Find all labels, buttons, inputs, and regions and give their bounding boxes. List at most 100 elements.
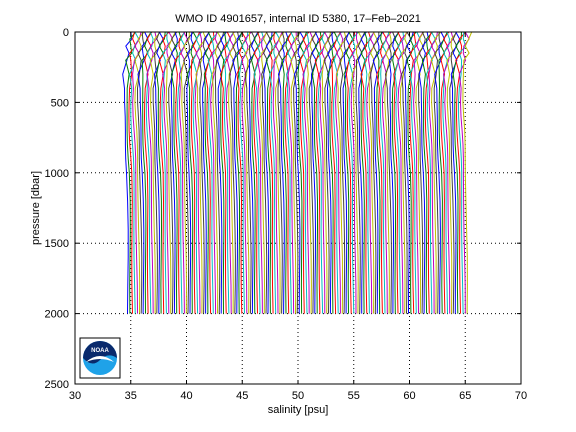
profile-line <box>376 31 388 314</box>
profile-line <box>293 31 302 314</box>
x-tick-label: 60 <box>403 390 415 402</box>
profile-line <box>284 31 293 314</box>
profile-line <box>350 31 359 314</box>
profile-line <box>384 31 392 314</box>
profile-line <box>125 31 137 314</box>
profile-line <box>327 31 339 314</box>
profile-line <box>301 31 310 314</box>
profile-line <box>277 31 289 314</box>
profile-line <box>214 31 225 314</box>
profile-line <box>162 31 174 314</box>
profile-line <box>136 31 145 314</box>
profile-line <box>287 31 298 314</box>
profile-line <box>302 31 314 314</box>
y-tick-label: 2500 <box>45 379 69 391</box>
profile-line <box>430 31 442 314</box>
profile-line <box>235 31 244 314</box>
profile-line <box>418 31 426 314</box>
profile-line <box>339 31 351 314</box>
x-tick-label: 40 <box>180 390 192 402</box>
profile-line <box>317 31 326 314</box>
y-tick-label: 0 <box>63 27 69 39</box>
profile-line <box>177 31 186 314</box>
profile-line <box>265 31 277 314</box>
profile-line <box>409 31 417 314</box>
profile-line <box>368 31 378 314</box>
profile-line <box>425 31 436 314</box>
profile-line <box>428 31 438 314</box>
chart-title: WMO ID 4901657, internal ID 5380, 17–Feb… <box>175 13 421 25</box>
profile-line <box>210 31 219 314</box>
x-tick-label: 55 <box>348 390 360 402</box>
profile-line <box>238 31 249 314</box>
profile-line <box>261 31 271 314</box>
profile-line <box>145 31 154 314</box>
x-tick-label: 65 <box>459 390 471 402</box>
x-axis-label: salinity [psu] <box>268 404 329 416</box>
logo-gull-icon <box>86 356 114 362</box>
profile-line <box>462 31 473 314</box>
profile-line <box>204 31 215 314</box>
profile-line <box>219 31 228 314</box>
profile-line <box>259 31 268 314</box>
profile-line <box>244 31 256 314</box>
profile-line <box>455 31 466 314</box>
profile-line <box>418 31 430 314</box>
profile-line <box>180 31 190 314</box>
profile-line <box>286 31 295 314</box>
profile-line <box>290 31 302 314</box>
profile-line <box>372 31 384 314</box>
profile-line <box>195 31 207 314</box>
grid <box>75 32 521 384</box>
profile-line <box>366 31 375 314</box>
profile-line <box>310 31 320 314</box>
x-tick-label: 30 <box>69 390 81 402</box>
plot-area: 30 35 40 45 50 55 60 65 70 0 500 1000 1500 2000 2500 <box>45 27 528 402</box>
x-tick-label: 35 <box>125 390 137 402</box>
profile-line <box>122 31 133 314</box>
profile-line <box>194 31 203 314</box>
profile-line <box>401 31 412 314</box>
profile-line <box>293 31 305 314</box>
profile-line <box>421 31 433 314</box>
profile-line <box>457 31 467 314</box>
profile-line <box>156 31 166 314</box>
profile-line <box>269 31 281 314</box>
profile-line <box>450 31 461 314</box>
profile-line <box>149 31 161 314</box>
profile-line <box>394 31 405 314</box>
profile-line <box>152 31 161 314</box>
profile-line <box>314 31 326 314</box>
profile-line <box>178 31 188 314</box>
profile-line <box>128 31 137 314</box>
axis-ticks: 30 35 40 45 50 55 60 65 70 0 500 1000 1500 2000 2500 <box>45 27 528 402</box>
x-tick-label: 70 <box>515 390 527 402</box>
profile-line <box>370 32 380 314</box>
noaa-logo: NOAA <box>79 337 121 379</box>
profile-line <box>360 31 372 314</box>
profile-line <box>170 31 182 314</box>
profile-line <box>132 31 142 314</box>
profile-line <box>321 31 332 314</box>
profile-line <box>183 31 194 314</box>
profile-line <box>393 31 402 314</box>
profile-line <box>153 31 164 314</box>
profile-line <box>253 31 265 314</box>
profile-line <box>311 31 322 314</box>
profile-line <box>229 31 240 314</box>
profile-line <box>263 31 273 314</box>
profile-line <box>434 31 446 314</box>
profile-line <box>443 31 454 314</box>
profile-line <box>146 31 158 314</box>
profile-line <box>134 31 145 314</box>
profile-line <box>186 31 195 314</box>
profile-line <box>207 31 219 314</box>
profile-line <box>243 31 252 314</box>
profile-line <box>232 31 244 314</box>
profile-line <box>399 31 409 314</box>
profile-line <box>384 31 397 314</box>
y-tick-label: 1500 <box>45 238 69 250</box>
logo-navy-top <box>83 341 117 364</box>
y-tick-label: 2000 <box>45 309 69 321</box>
